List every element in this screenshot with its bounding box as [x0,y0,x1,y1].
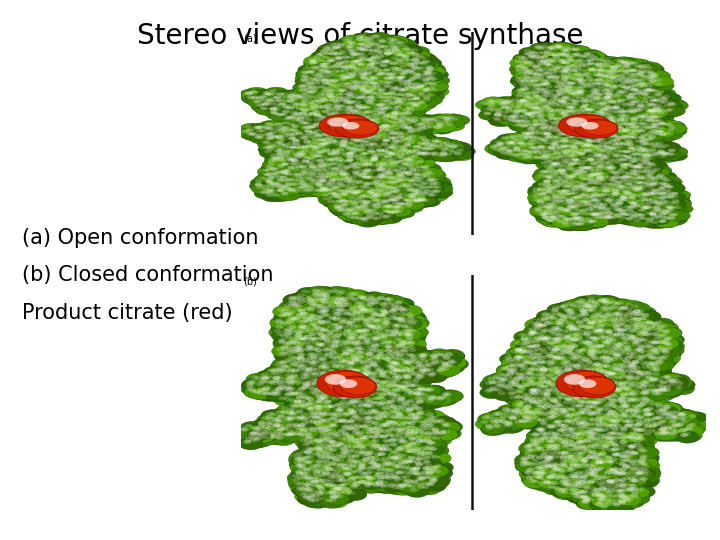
Circle shape [336,119,379,138]
Text: Product citrate (red): Product citrate (red) [22,303,233,323]
Circle shape [558,114,611,137]
Circle shape [556,370,609,397]
Circle shape [581,122,598,130]
Circle shape [325,374,346,385]
Text: (a) Open conformation: (a) Open conformation [22,227,258,248]
Circle shape [319,114,372,137]
Circle shape [343,120,378,135]
Circle shape [326,372,369,393]
Circle shape [342,122,359,130]
Circle shape [327,117,348,127]
Circle shape [566,117,588,127]
Circle shape [341,377,376,395]
Circle shape [333,376,377,398]
Text: (b): (b) [243,276,257,287]
Text: (a): (a) [243,33,257,43]
Circle shape [580,377,615,395]
Circle shape [567,115,610,134]
Circle shape [565,372,608,393]
Circle shape [340,379,357,388]
Circle shape [328,115,371,134]
Circle shape [579,379,596,388]
Circle shape [582,120,617,135]
Circle shape [575,119,618,138]
Circle shape [572,376,616,398]
Text: (b) Closed conformation: (b) Closed conformation [22,265,273,286]
Circle shape [564,374,585,385]
Text: Stereo views of citrate synthase: Stereo views of citrate synthase [137,22,583,50]
Circle shape [317,370,370,397]
